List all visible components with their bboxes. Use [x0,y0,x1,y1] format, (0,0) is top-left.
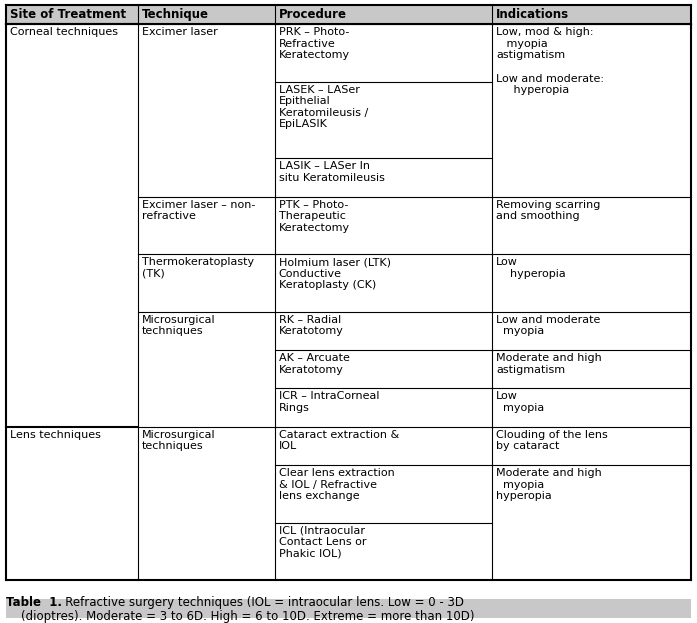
Text: Refractive surgery techniques (IOL = intraocular lens. Low = 0 - 3D: Refractive surgery techniques (IOL = int… [54,596,464,609]
Text: Holmium laser (LTK)
Conductive
Keratoplasty (CK): Holmium laser (LTK) Conductive Keratopla… [279,257,390,290]
Bar [6,599,691,618]
Text: ICR – IntraCorneal
Rings: ICR – IntraCorneal Rings [279,391,379,413]
Bar [6,5,691,24]
Text: Removing scarring
and smoothing: Removing scarring and smoothing [496,199,601,221]
Text: Moderate and high
astigmatism: Moderate and high astigmatism [496,353,602,374]
Text: Excimer laser – non-
refractive: Excimer laser – non- refractive [141,199,255,221]
Text: Lens techniques: Lens techniques [10,430,101,440]
Text: LASEK – LASer
Epithelial
Keratomileusis /
EpiLASIK: LASEK – LASer Epithelial Keratomileusis … [279,85,368,130]
Text: PRK – Photo-
Refractive
Keratectomy: PRK – Photo- Refractive Keratectomy [279,27,350,60]
Text: Indications: Indications [496,8,569,21]
Text: (dioptres). Moderate = 3 to 6D. High = 6 to 10D. Extreme = more than 10D): (dioptres). Moderate = 3 to 6D. High = 6… [6,610,475,623]
Text: Technique: Technique [141,8,208,21]
Text: ICL (Intraocular
Contact Lens or
Phakic IOL): ICL (Intraocular Contact Lens or Phakic … [279,525,366,559]
Text: Microsurgical
techniques: Microsurgical techniques [141,430,215,451]
Text: Clouding of the lens
by cataract: Clouding of the lens by cataract [496,430,608,451]
Text: Table  1.: Table 1. [6,596,62,609]
Text: Moderate and high
  myopia
hyperopia: Moderate and high myopia hyperopia [496,468,602,501]
Text: Low and moderate
  myopia: Low and moderate myopia [496,315,601,336]
Text: Site of Treatment: Site of Treatment [10,8,126,21]
Text: LASIK – LASer In
situ Keratomileusis: LASIK – LASer In situ Keratomileusis [279,161,384,183]
Text: RK – Radial
Keratotomy: RK – Radial Keratotomy [279,315,344,336]
Text: Cataract extraction &
IOL: Cataract extraction & IOL [279,430,399,451]
Text: AK – Arcuate
Keratotomy: AK – Arcuate Keratotomy [279,353,349,374]
Text: Corneal techniques: Corneal techniques [10,27,118,37]
Text: Procedure: Procedure [279,8,346,21]
Text: Low, mod & high:
   myopia
astigmatism

Low and moderate:
     hyperopia: Low, mod & high: myopia astigmatism Low … [496,27,604,95]
Text: Low
    hyperopia: Low hyperopia [496,257,566,278]
Text: Thermokeratoplasty
(TK): Thermokeratoplasty (TK) [141,257,254,278]
Text: Low
  myopia: Low myopia [496,391,544,413]
Text: Microsurgical
techniques: Microsurgical techniques [141,315,215,336]
Text: Excimer laser: Excimer laser [141,27,217,37]
Text: PTK – Photo-
Therapeutic
Keratectomy: PTK – Photo- Therapeutic Keratectomy [279,199,350,233]
Text: Clear lens extraction
& IOL / Refractive
lens exchange: Clear lens extraction & IOL / Refractive… [279,468,395,501]
